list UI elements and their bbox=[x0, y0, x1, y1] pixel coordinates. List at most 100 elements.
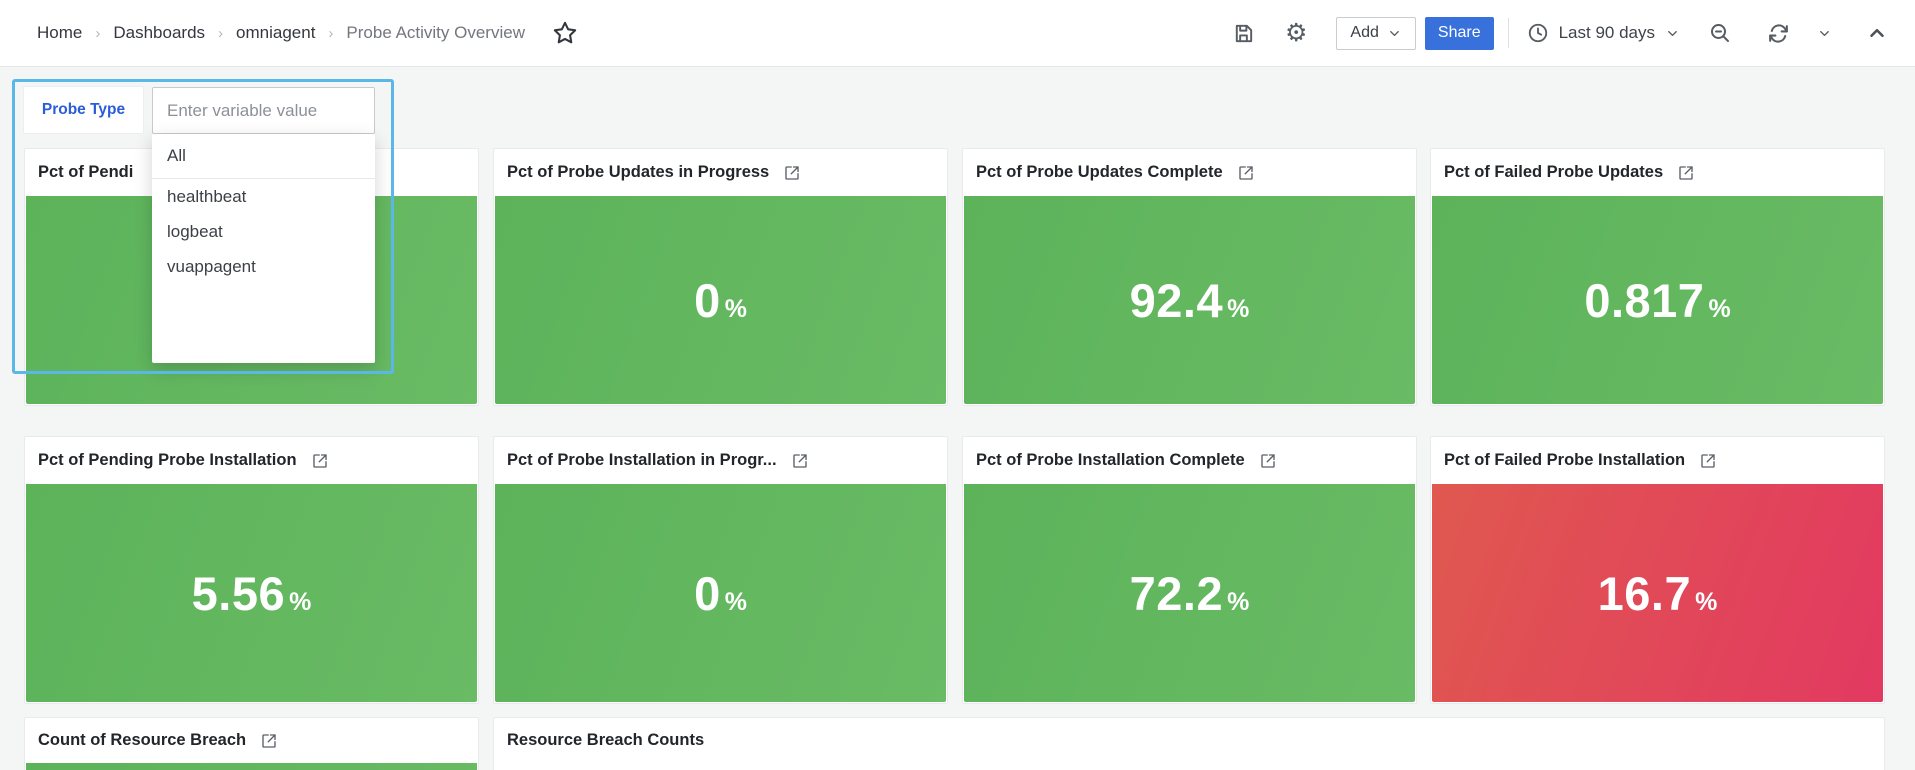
stat-unit: % bbox=[724, 294, 747, 323]
stat-value-area bbox=[26, 763, 477, 770]
dashboard-settings-button[interactable]: ⚙ bbox=[1283, 19, 1309, 48]
stat-panel-probe-updates-complete: Pct of Probe Updates Complete 92.4% bbox=[962, 148, 1417, 406]
external-link-icon[interactable] bbox=[1259, 452, 1277, 470]
stat-unit: % bbox=[1227, 294, 1250, 323]
clock-icon bbox=[1528, 23, 1547, 43]
breadcrumb-separator: › bbox=[328, 24, 334, 42]
save-dashboard-button[interactable] bbox=[1230, 20, 1257, 47]
star-icon bbox=[553, 21, 577, 44]
breadcrumb-separator: › bbox=[218, 24, 224, 42]
stat-value: 92.4 bbox=[1129, 273, 1224, 327]
panel-title: Pct of Probe Installation Complete bbox=[976, 451, 1245, 469]
panel-title: Pct of Probe Updates Complete bbox=[976, 163, 1223, 181]
panel-header[interactable]: Count of Resource Breach bbox=[25, 718, 478, 763]
zoom-out-icon bbox=[1711, 24, 1729, 42]
time-range-label: Last 90 days bbox=[1558, 23, 1655, 42]
panel-title: Pct of Probe Updates in Progress bbox=[507, 163, 770, 181]
external-link-icon[interactable] bbox=[311, 452, 329, 470]
stat-value-area: 5.56% bbox=[26, 484, 477, 702]
panel-resource-breach-counts: Resource Breach Counts bbox=[493, 717, 1885, 770]
chevron-down-icon bbox=[1390, 30, 1399, 36]
panel-header[interactable]: Pct of Failed Probe Updates bbox=[1431, 149, 1884, 196]
top-navigation-bar: Home › Dashboards › omniagent › Probe Ac… bbox=[0, 0, 1915, 67]
stat-value-area: 0% bbox=[495, 196, 946, 404]
share-button-label: Share bbox=[1437, 24, 1481, 41]
stat-unit: % bbox=[1708, 294, 1731, 323]
refresh-interval-picker[interactable] bbox=[1815, 24, 1834, 43]
share-button[interactable]: Share bbox=[1424, 16, 1494, 50]
zoom-out-time-button[interactable] bbox=[1706, 19, 1734, 47]
variable-option-logbeat[interactable]: logbeat bbox=[167, 221, 223, 241]
stat-value-area: 0.817% bbox=[1432, 196, 1883, 404]
variable-value-input[interactable] bbox=[152, 87, 375, 134]
refresh-icon bbox=[1769, 23, 1788, 43]
panel-title: Pct of Probe Installation in Progr... bbox=[507, 451, 777, 469]
panel-title: Pct of Failed Probe Installation bbox=[1444, 451, 1686, 469]
topbar-actions: ⚙ Add Share Last 90 days bbox=[1230, 16, 1890, 50]
save-icon bbox=[1235, 24, 1253, 42]
variable-options-dropdown: All healthbeat logbeat vuappagent bbox=[152, 134, 375, 363]
stat-unit: % bbox=[1227, 587, 1250, 616]
breadcrumb-current-dashboard: Probe Activity Overview bbox=[346, 23, 525, 42]
panel-title: Pct of Pending Probe Installation bbox=[38, 451, 297, 469]
stat-panel-probe-installation-in-progress: Pct of Probe Installation in Progr... 0% bbox=[493, 436, 948, 704]
collapse-topbar-button[interactable] bbox=[1864, 20, 1890, 46]
breadcrumb: Home › Dashboards › omniagent › Probe Ac… bbox=[37, 18, 580, 48]
panel-title: Pct of Pendi bbox=[38, 163, 134, 181]
time-range-picker[interactable]: Last 90 days bbox=[1523, 17, 1684, 50]
stat-panel-pending-probe-installation: Pct of Pending Probe Installation 5.56% bbox=[24, 436, 479, 704]
variable-option-healthbeat[interactable]: healthbeat bbox=[167, 186, 247, 206]
stat-value: 16.7 bbox=[1597, 566, 1692, 620]
panel-header[interactable]: Pct of Pending Probe Installation bbox=[25, 437, 478, 484]
toolbar-divider bbox=[1507, 18, 1509, 48]
breadcrumb-dashboards[interactable]: Dashboards bbox=[113, 23, 206, 42]
panel-header[interactable]: Pct of Probe Updates in Progress bbox=[494, 149, 947, 196]
panel-title: Resource Breach Counts bbox=[507, 731, 705, 749]
chevron-down-icon bbox=[1668, 30, 1677, 36]
panel-title: Pct of Failed Probe Updates bbox=[1444, 163, 1664, 181]
variable-label-text: Probe Type bbox=[41, 101, 126, 118]
add-button-label: Add bbox=[1350, 24, 1379, 41]
breadcrumb-folder[interactable]: omniagent bbox=[236, 23, 316, 42]
external-link-icon[interactable] bbox=[1237, 164, 1255, 182]
stat-unit: % bbox=[1695, 587, 1718, 616]
external-link-icon[interactable] bbox=[783, 164, 801, 182]
stat-value-area: 72.2% bbox=[964, 484, 1415, 702]
variable-option-vuappagent[interactable]: vuappagent bbox=[167, 256, 256, 276]
external-link-icon[interactable] bbox=[791, 452, 809, 470]
panel-header[interactable]: Pct of Probe Installation Complete bbox=[963, 437, 1416, 484]
stat-panel-probe-installation-complete: Pct of Probe Installation Complete 72.2% bbox=[962, 436, 1417, 704]
stat-value-area: 16.7% bbox=[1432, 484, 1883, 702]
stat-unit: % bbox=[289, 587, 312, 616]
stat-panel-failed-probe-installation: Pct of Failed Probe Installation 16.7% bbox=[1430, 436, 1885, 704]
stat-unit: % bbox=[724, 587, 747, 616]
panel-header[interactable]: Pct of Failed Probe Installation bbox=[1431, 437, 1884, 484]
stat-panel-probe-updates-in-progress: Pct of Probe Updates in Progress 0% bbox=[493, 148, 948, 406]
gear-icon: ⚙ bbox=[1285, 18, 1308, 47]
refresh-dashboard-button[interactable] bbox=[1764, 19, 1793, 48]
variable-label-probe-type[interactable]: Probe Type bbox=[23, 86, 144, 134]
panel-header[interactable]: Pct of Probe Updates Complete bbox=[963, 149, 1416, 196]
chevron-down-icon bbox=[1820, 30, 1829, 36]
stat-value: 5.56 bbox=[191, 566, 286, 620]
variable-option-all[interactable]: All bbox=[152, 134, 375, 179]
add-panel-button[interactable]: Add bbox=[1336, 16, 1416, 50]
collapse-up-icon bbox=[1870, 28, 1884, 38]
favorite-star-button[interactable] bbox=[550, 18, 580, 48]
panel-header[interactable]: Pct of Probe Installation in Progr... bbox=[494, 437, 947, 484]
external-link-icon[interactable] bbox=[1699, 452, 1717, 470]
panel-title: Count of Resource Breach bbox=[38, 731, 247, 749]
panel-header[interactable]: Resource Breach Counts bbox=[494, 718, 1884, 763]
stat-value: 0 bbox=[694, 273, 721, 327]
stat-panel-failed-probe-updates: Pct of Failed Probe Updates 0.817% bbox=[1430, 148, 1885, 406]
breadcrumb-separator: › bbox=[95, 24, 101, 42]
external-link-icon[interactable] bbox=[1677, 164, 1695, 182]
stat-value: 72.2 bbox=[1129, 566, 1224, 620]
stat-value-area: 92.4% bbox=[964, 196, 1415, 404]
stat-value: 0.817 bbox=[1584, 273, 1705, 327]
stat-value: 0 bbox=[694, 566, 721, 620]
external-link-icon[interactable] bbox=[260, 732, 278, 750]
panel-header[interactable]: Pct of Pendi bbox=[25, 149, 478, 196]
breadcrumb-home[interactable]: Home bbox=[37, 23, 83, 42]
